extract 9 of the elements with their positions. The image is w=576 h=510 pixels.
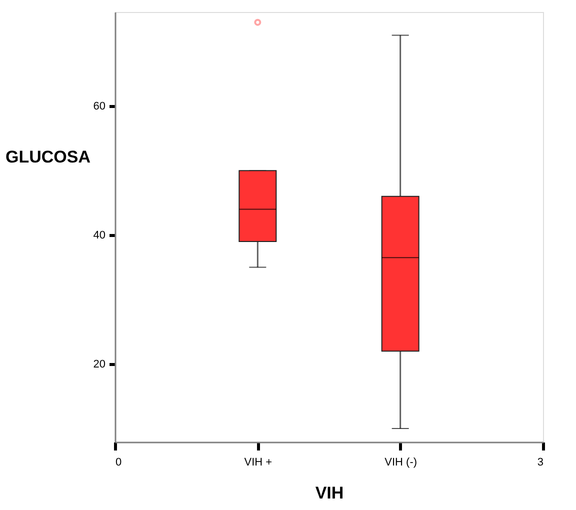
x-tick-label: VIH + xyxy=(244,456,272,468)
y-tick-label: 40 xyxy=(93,230,106,242)
y-axis-title: GLUCOSA xyxy=(6,148,90,166)
x-tick-label: 0 xyxy=(116,456,122,468)
y-tick-label: 60 xyxy=(93,100,106,113)
y-tick-label: 20 xyxy=(93,358,106,370)
x-tick-label: 3 xyxy=(537,456,544,468)
x-axis-title: VIH xyxy=(315,484,344,502)
x-tick-label: VIH (-) xyxy=(384,456,418,468)
